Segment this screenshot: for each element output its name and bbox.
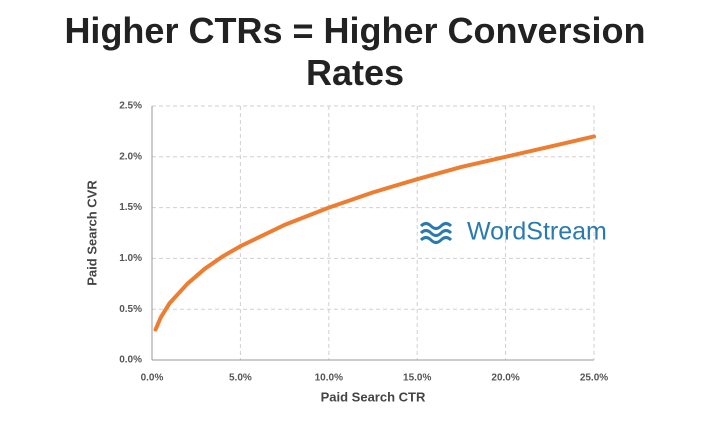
x-tick-label: 20.0% — [491, 373, 519, 384]
y-tick-label: 1.5% — [119, 202, 142, 213]
y-tick-label: 1.0% — [119, 253, 142, 264]
y-tick-label: 0.0% — [119, 355, 142, 366]
x-tick-label: 5.0% — [229, 373, 252, 384]
y-tick-label: 2.0% — [119, 151, 142, 162]
line — [153, 134, 596, 332]
chart-title: Higher CTRs = Higher Conversion Rates — [64, 10, 646, 93]
y-tick-label: 0.5% — [119, 304, 142, 315]
x-tick-label: 0.0% — [141, 373, 164, 384]
x-tick-label: 15.0% — [403, 373, 431, 384]
x-tick-label: 25.0% — [580, 373, 608, 384]
y-axis-title: Paid Search CVR — [84, 180, 99, 286]
x-tick-label: 10.0% — [315, 373, 343, 384]
logo-icon — [419, 222, 453, 244]
y-tick-label: 2.5% — [119, 101, 142, 112]
x-axis-title: Paid Search CTR — [321, 389, 426, 404]
watermark: WordStream — [467, 218, 607, 246]
